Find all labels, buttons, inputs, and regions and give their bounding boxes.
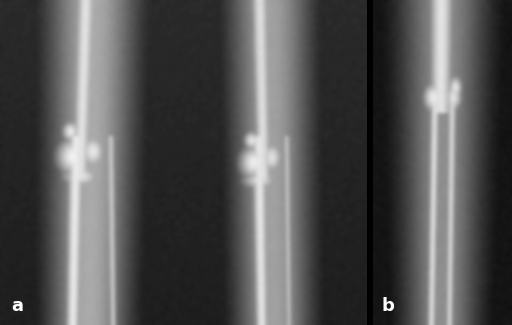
Text: b: b	[381, 297, 394, 315]
Text: a: a	[11, 297, 23, 315]
